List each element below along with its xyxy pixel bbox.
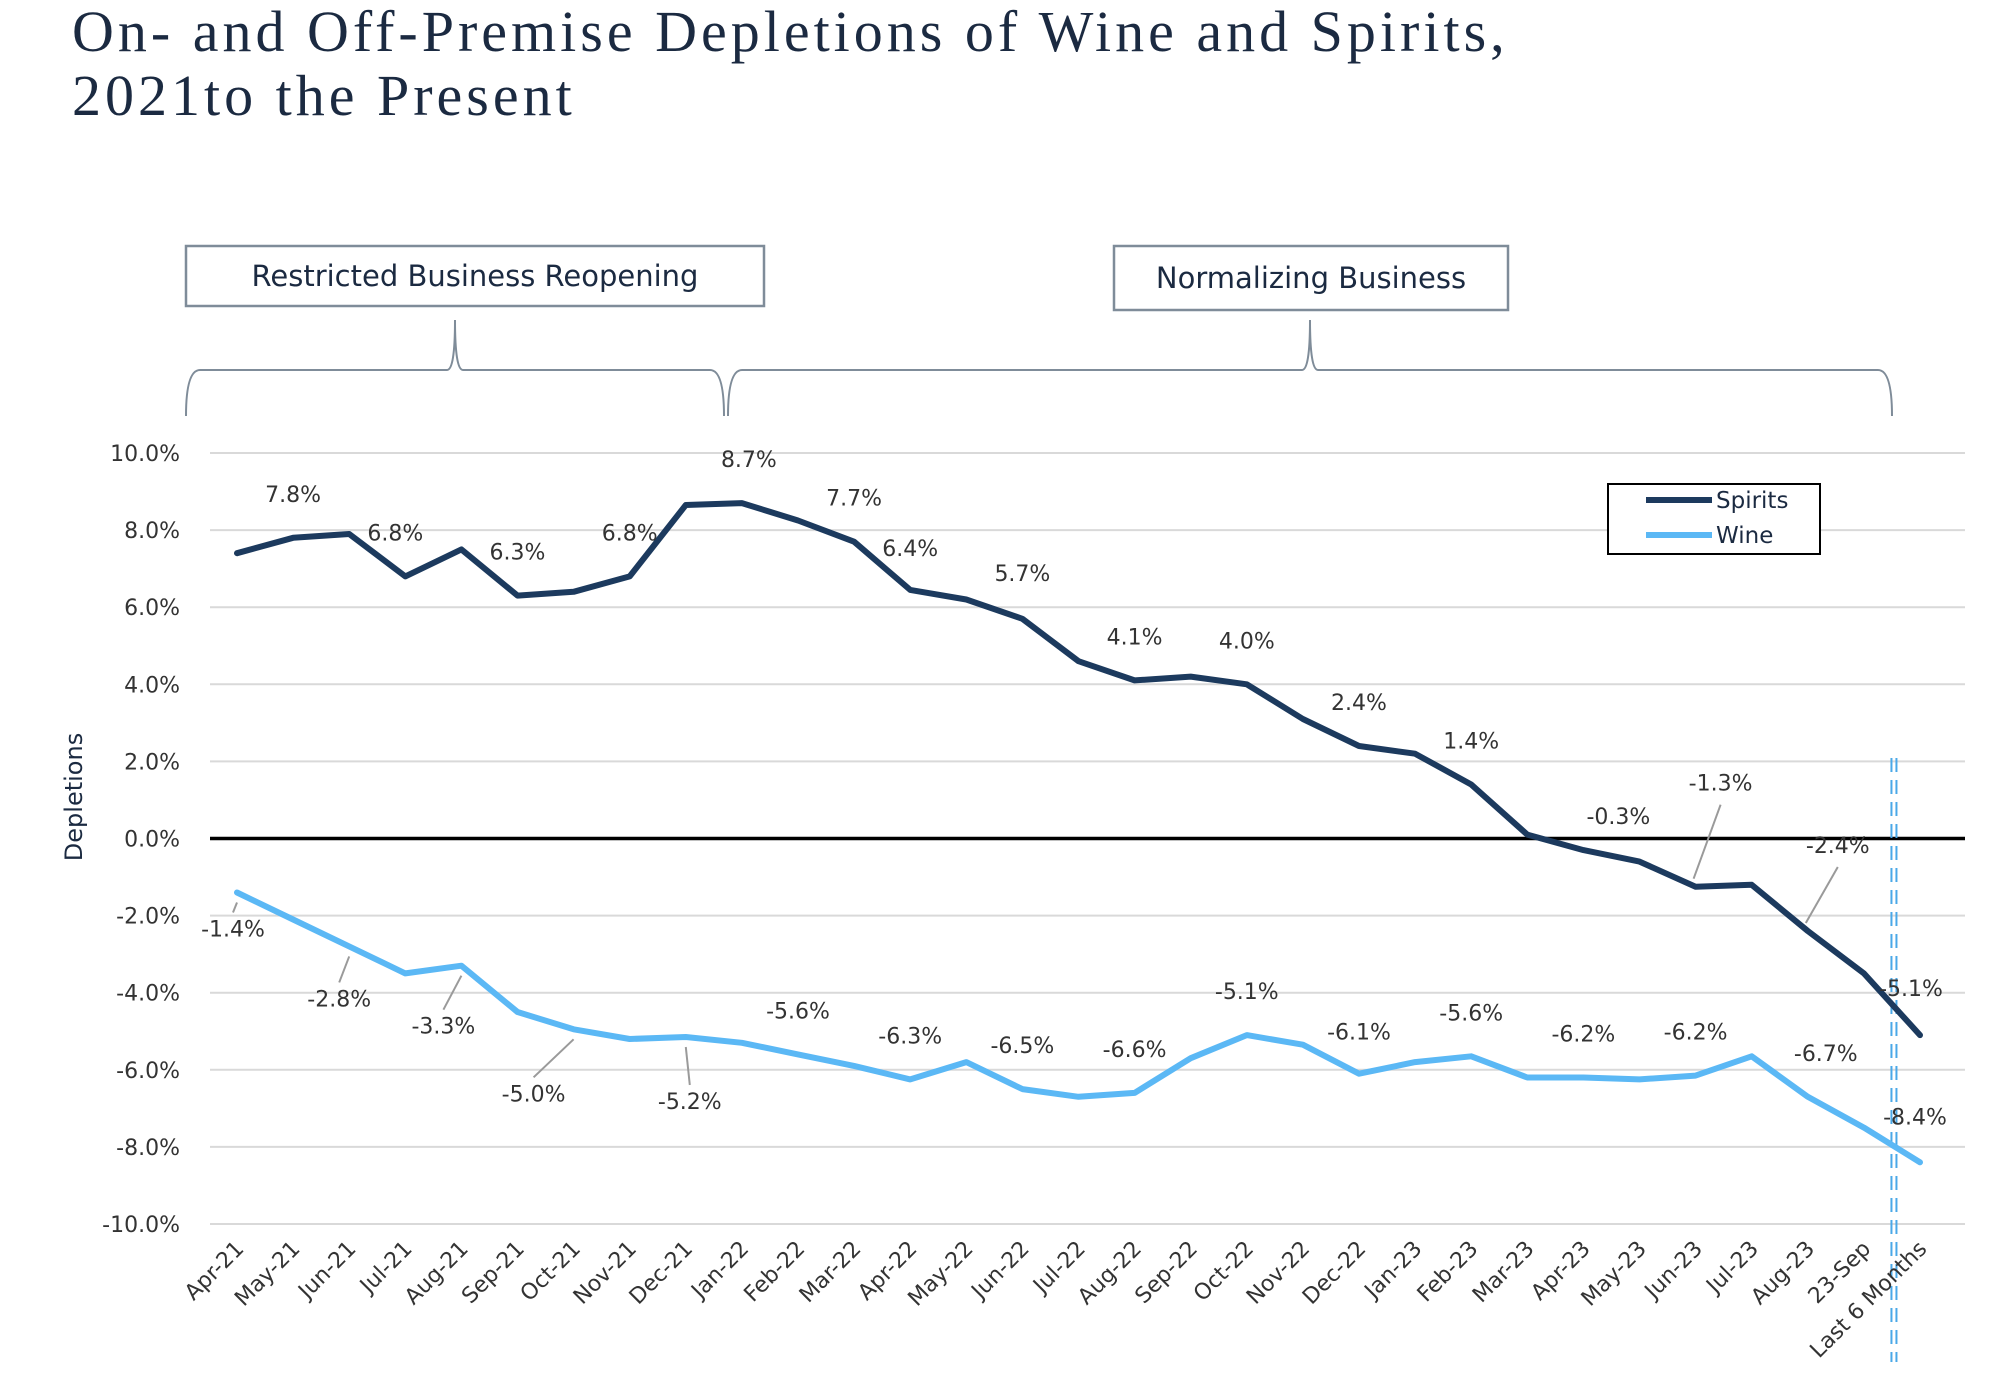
data-label-wine: -6.2% <box>1551 1023 1615 1048</box>
x-tick-label: Aug-23 <box>1747 1237 1820 1310</box>
x-tick-label: Jun-22 <box>966 1237 1035 1306</box>
x-tick-label: Sep-21 <box>457 1237 529 1309</box>
x-tick-label: Mar-23 <box>1468 1237 1539 1308</box>
data-label-spirits: 4.0% <box>1219 629 1275 654</box>
data-label-wine: -8.4% <box>1883 1105 1947 1130</box>
chart-title: On- and Off-Premise Depletions of Wine a… <box>72 0 1872 128</box>
leader-line <box>338 956 351 983</box>
phase-label: Restricted Business Reopening <box>252 259 699 293</box>
data-label-spirits: 8.7% <box>721 448 777 473</box>
x-tick-label: Aug-21 <box>400 1237 473 1310</box>
x-tick-label: Feb-22 <box>740 1237 811 1308</box>
data-label-wine: -5.6% <box>1439 1001 1503 1026</box>
y-tick-label: 10.0% <box>110 442 180 467</box>
data-label-spirits: 7.7% <box>826 487 882 512</box>
data-label-spirits: 6.3% <box>490 541 546 566</box>
x-tick-label: Jun-21 <box>293 1237 362 1306</box>
leader-line <box>442 975 463 1011</box>
data-label-spirits: 5.7% <box>994 562 1050 587</box>
x-tick-label: Dec-21 <box>625 1237 698 1310</box>
data-label-spirits: 6.8% <box>367 521 423 546</box>
x-tick-label: Dec-22 <box>1298 1237 1371 1310</box>
data-label-wine: -6.7% <box>1794 1042 1858 1067</box>
data-label-wine: -5.6% <box>766 999 830 1024</box>
phase-label: Normalizing Business <box>1156 261 1466 295</box>
x-tick-label: Aug-22 <box>1073 1237 1146 1310</box>
y-tick-label: 6.0% <box>124 596 180 621</box>
data-label-wine: -6.3% <box>878 1024 942 1049</box>
data-label-wine: -6.1% <box>1327 1021 1391 1046</box>
x-axis-ticks: Apr-21May-21Jun-21Jul-21Aug-21Sep-21Oct-… <box>180 1237 1932 1364</box>
data-label-spirits: 7.8% <box>265 483 321 508</box>
data-label-spirits: -0.3% <box>1586 805 1650 830</box>
series-line-spirits <box>234 500 1923 1039</box>
legend-label-wine: Wine <box>1716 523 1773 549</box>
series-lines <box>234 500 1923 1166</box>
data-label-wine: -6.6% <box>1103 1038 1167 1063</box>
data-label-spirits: -2.4% <box>1806 834 1870 859</box>
data-label-wine: -3.3% <box>411 1015 475 1040</box>
x-tick-label: Mar-22 <box>795 1237 866 1308</box>
phase-brace <box>727 319 1893 417</box>
y-tick-label: -8.0% <box>116 1136 180 1161</box>
data-label-spirits: 6.8% <box>602 521 658 546</box>
leader-line <box>232 902 238 913</box>
y-tick-label: -2.0% <box>116 905 180 930</box>
legend-label-spirits: Spirits <box>1716 488 1788 514</box>
leader-line <box>1804 866 1839 924</box>
data-label-spirits: 2.4% <box>1331 691 1387 716</box>
data-label-wine: -1.4% <box>201 917 265 942</box>
series-line-wine <box>234 889 1923 1166</box>
data-label-spirits: 6.4% <box>882 537 938 562</box>
x-tick-label: Jun-23 <box>1639 1237 1708 1306</box>
y-tick-label: 0.0% <box>124 828 180 853</box>
chart-title-line-2: 2021to the Present <box>72 63 576 128</box>
data-label-wine: -2.8% <box>307 987 371 1012</box>
data-label-wine: -5.1% <box>1215 980 1279 1005</box>
y-axis-ticks: 10.0% 8.0% 6.0% 4.0% 2.0% 0.0% -2.0% -4.0% -6.0%… <box>102 442 180 1238</box>
legend-box <box>1607 483 1821 555</box>
leader-line <box>684 1046 691 1086</box>
phase-annotations: Restricted Business Reopening Normalizing… <box>184 244 1893 417</box>
data-label-spirits: -1.3% <box>1689 772 1753 797</box>
y-tick-label: 4.0% <box>124 673 180 698</box>
y-tick-label: 8.0% <box>124 519 180 544</box>
data-label-wine: -5.2% <box>658 1090 722 1115</box>
data-label-spirits: -5.1% <box>1879 977 1943 1002</box>
data-label-spirits: 4.1% <box>1107 625 1163 650</box>
gridlines <box>210 452 1965 1362</box>
y-tick-label: -6.0% <box>116 1059 180 1084</box>
leader-line <box>1692 804 1722 880</box>
y-tick-label: -10.0% <box>102 1213 180 1238</box>
phase-box <box>184 244 766 308</box>
y-axis-title: Depletions <box>60 733 88 861</box>
phase-brace <box>185 319 725 417</box>
data-label-wine: -6.2% <box>1664 1021 1728 1046</box>
x-tick-label: Sep-22 <box>1131 1237 1203 1309</box>
data-label-wine: -5.0% <box>502 1082 566 1107</box>
data-label-wine: -6.5% <box>990 1034 1054 1059</box>
y-tick-label: 2.0% <box>124 750 180 775</box>
phase-box <box>1112 244 1510 312</box>
legend: Spirits Wine <box>1607 483 1821 555</box>
data-label-spirits: 1.4% <box>1443 730 1499 755</box>
data-labels: 7.8% 6.8% 6.3% 6.8% 8.7% 7.7%6.4% 5.7% 4.1% 4.0%… <box>201 448 1947 1130</box>
y-tick-label: -4.0% <box>116 982 180 1007</box>
leader-line <box>532 1038 575 1079</box>
chart-title-line-1: On- and Off-Premise Depletions of Wine a… <box>72 0 1509 64</box>
x-tick-label: Feb-23 <box>1413 1237 1484 1308</box>
